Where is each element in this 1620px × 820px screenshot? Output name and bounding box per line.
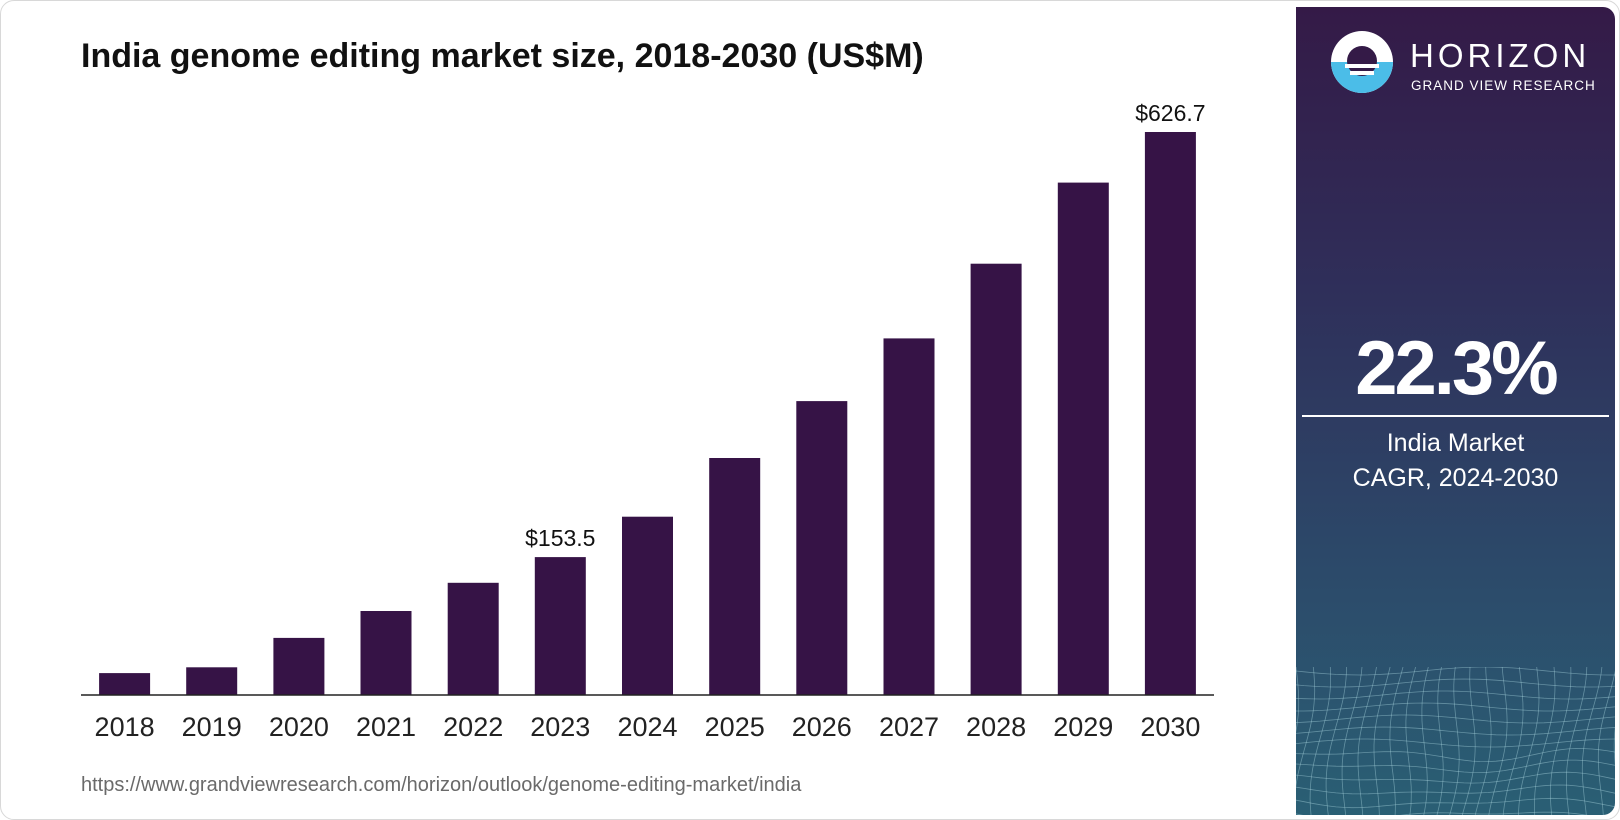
x-tick-label-2029: 2029 <box>1053 712 1113 742</box>
data-label-2023: $153.5 <box>525 525 595 551</box>
bar-2026 <box>796 401 848 695</box>
bar-2019 <box>186 667 238 695</box>
x-tick-label-2028: 2028 <box>966 712 1026 742</box>
x-tick-label-2026: 2026 <box>792 712 852 742</box>
horizon-sun-icon <box>1331 31 1393 93</box>
x-tick-label-2018: 2018 <box>95 712 155 742</box>
x-tick-label-2019: 2019 <box>182 712 242 742</box>
cagr-divider <box>1302 415 1609 417</box>
logo-name: HORIZON <box>1410 37 1591 74</box>
source-url[interactable]: https://www.grandviewresearch.com/horizo… <box>81 774 802 796</box>
logo-subtitle: GRAND VIEW RESEARCH <box>1411 78 1596 93</box>
cagr-value: 22.3% <box>1355 326 1559 411</box>
cagr-label-market: India Market <box>1386 429 1525 457</box>
horizon-logo: HORIZON GRAND VIEW RESEARCH <box>1331 31 1601 101</box>
bar-2027 <box>883 338 935 695</box>
cagr-label-period: CAGR, 2024-2030 <box>1352 464 1559 492</box>
x-tick-label-2025: 2025 <box>705 712 765 742</box>
bar-2029 <box>1057 182 1109 696</box>
bar-2020 <box>273 637 325 695</box>
chart-title: India genome editing market size, 2018-2… <box>81 37 924 75</box>
x-tick-label-2024: 2024 <box>617 712 677 742</box>
x-tick-label-2022: 2022 <box>443 712 503 742</box>
decorative-mesh-graphic <box>1296 667 1615 815</box>
bar-2021 <box>360 611 412 695</box>
bar-2025 <box>709 458 761 695</box>
bar-2018 <box>99 673 151 695</box>
bar-2023 <box>534 557 586 695</box>
bar-2028 <box>970 263 1022 695</box>
x-tick-label-2023: 2023 <box>530 712 590 742</box>
bar-chart: 2018 2019 2020 2021 2022 2023 2024 2025 2026 2027… <box>81 100 1214 742</box>
x-tick-label-2030: 2030 <box>1140 712 1200 742</box>
bar-2030 <box>1144 132 1196 695</box>
x-tick-label-2027: 2027 <box>879 712 939 742</box>
bar-2024 <box>622 516 673 695</box>
side-panel: HORIZON GRAND VIEW RESEARCH 22.3% India … <box>1296 7 1615 815</box>
data-label-2030: $626.7 <box>1135 100 1205 126</box>
bar-2022 <box>447 582 499 695</box>
x-tick-label-2020: 2020 <box>269 712 329 742</box>
x-tick-label-2021: 2021 <box>356 712 416 742</box>
